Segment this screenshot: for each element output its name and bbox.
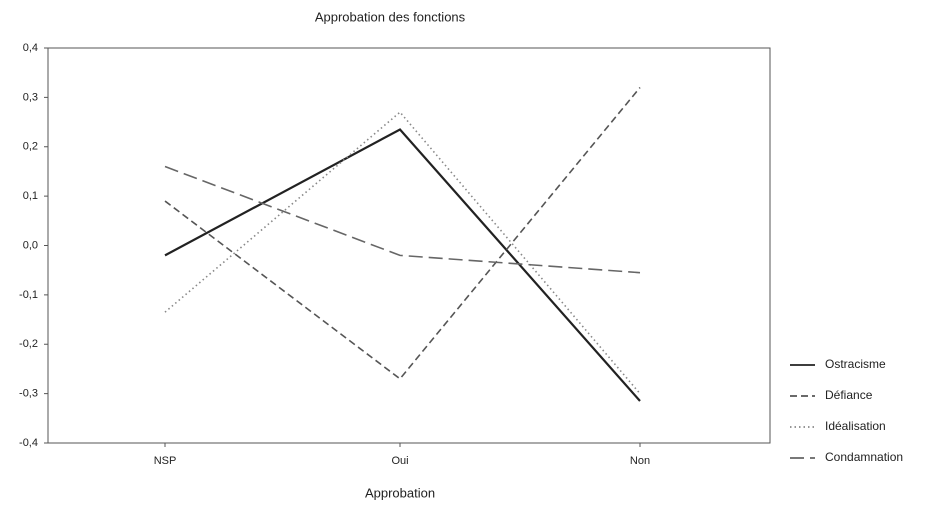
legend-label: Ostracisme [825,357,886,371]
x-tick-label: Oui [391,455,408,467]
legend-label: Idéalisation [825,419,886,433]
series-line [164,111,641,395]
chart-title: Approbation des fonctions [315,9,466,24]
y-tick-label: -0,2 [19,338,38,350]
y-tick-label: 0,2 [23,141,38,153]
plot-frame [47,47,771,444]
y-tick-label: 0,0 [23,239,38,251]
y-tick-label: 0,1 [23,190,38,202]
y-tick-label: 0,3 [23,91,38,103]
y-tick-label: -0,3 [19,388,38,400]
x-tick-label: Non [630,455,650,467]
y-tick-label: 0,4 [23,42,38,54]
x-axis-label: Approbation [365,485,435,500]
series-line [164,165,641,274]
y-tick-label: -0,1 [19,289,38,301]
y-tick-label: -0,4 [19,437,38,449]
x-tick-label: NSP [154,455,177,467]
legend-label: Défiance [825,388,873,402]
series-line [164,128,641,402]
legend-label: Condamnation [825,450,903,464]
